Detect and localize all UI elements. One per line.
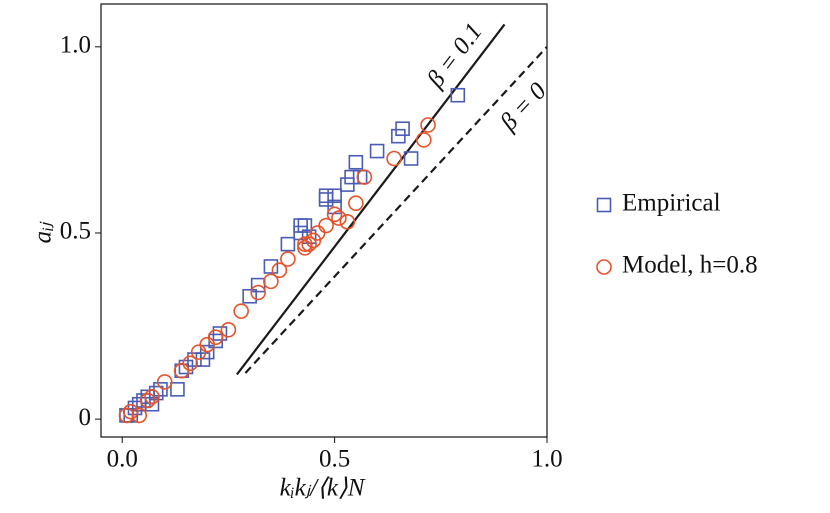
empirical-point bbox=[297, 218, 313, 233]
model-point bbox=[386, 150, 402, 167]
model-point bbox=[131, 407, 148, 424]
line-annotation: β = 0.1 bbox=[421, 18, 487, 93]
model-point bbox=[356, 169, 373, 185]
fit-line bbox=[236, 23, 506, 376]
y-tick-label: 1.0 bbox=[60, 32, 91, 59]
fit-line bbox=[244, 46, 548, 374]
x-tick-label: 0.0 bbox=[107, 446, 138, 473]
model-point bbox=[331, 210, 347, 226]
model-point bbox=[301, 236, 317, 252]
model-point bbox=[326, 206, 343, 223]
line-annotation: β = 0 bbox=[494, 77, 552, 136]
x-tick-label: 0.5 bbox=[319, 446, 350, 473]
empirical-point bbox=[395, 121, 410, 137]
empirical-point bbox=[212, 326, 228, 341]
model-point bbox=[305, 232, 322, 249]
model-point bbox=[220, 321, 237, 338]
empirical-point bbox=[170, 382, 185, 397]
plot-frame bbox=[100, 3, 548, 438]
empirical-point bbox=[450, 87, 466, 103]
empirical-point bbox=[280, 236, 296, 252]
model-point bbox=[207, 329, 224, 346]
empirical-point bbox=[391, 128, 406, 144]
model-point bbox=[122, 403, 139, 420]
model-point bbox=[420, 117, 436, 133]
model-point bbox=[156, 374, 173, 390]
model-point bbox=[297, 236, 313, 252]
model-point bbox=[190, 344, 207, 360]
legend-label: Model, h=0.8 bbox=[622, 252, 758, 279]
empirical-point bbox=[348, 154, 364, 170]
empirical-point bbox=[340, 177, 355, 192]
model-point bbox=[280, 251, 296, 267]
x-tick-label: 1.0 bbox=[531, 446, 562, 473]
model-point bbox=[233, 303, 249, 319]
model-point bbox=[250, 284, 266, 301]
empirical-point bbox=[327, 188, 342, 204]
legend-marker bbox=[596, 259, 612, 275]
empirical-point bbox=[403, 151, 419, 166]
x-axis-label: kᵢkⱼ/⟨k⟩N bbox=[280, 475, 366, 502]
model-point bbox=[139, 392, 156, 409]
model-point bbox=[271, 262, 288, 279]
model-point bbox=[118, 407, 135, 424]
model-point bbox=[348, 195, 364, 211]
model-point bbox=[318, 217, 334, 234]
model-point bbox=[173, 362, 190, 379]
empirical-point bbox=[318, 192, 334, 207]
empirical-point bbox=[344, 169, 359, 185]
model-point bbox=[144, 388, 160, 405]
model-point bbox=[416, 132, 432, 148]
empirical-point bbox=[178, 359, 194, 375]
empirical-point bbox=[318, 188, 334, 204]
y-tick-label: 0 bbox=[79, 404, 92, 431]
model-point bbox=[339, 214, 356, 230]
empirical-point bbox=[263, 259, 279, 274]
empirical-point bbox=[369, 143, 385, 159]
model-point bbox=[199, 336, 215, 353]
y-axis-label: aᵢⱼ bbox=[30, 221, 57, 243]
empirical-point bbox=[199, 344, 215, 360]
legend-label: Empirical bbox=[622, 190, 721, 217]
legend-marker bbox=[596, 197, 612, 213]
model-point bbox=[263, 273, 279, 290]
model-point bbox=[182, 355, 198, 372]
y-tick-label: 0.5 bbox=[60, 218, 91, 245]
empirical-point bbox=[242, 288, 257, 304]
empirical-point bbox=[144, 396, 160, 412]
